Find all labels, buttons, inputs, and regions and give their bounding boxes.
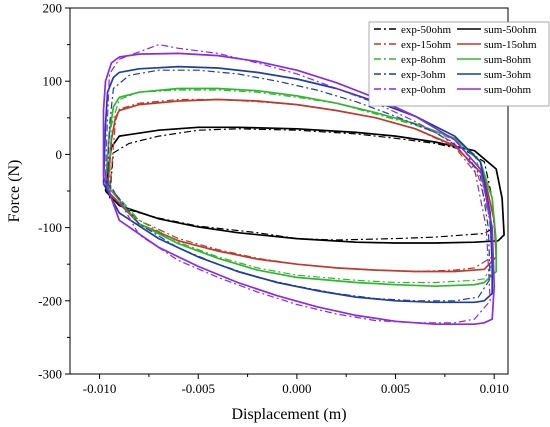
- legend-label: sum-8ohm: [484, 54, 532, 66]
- legend-box: [368, 21, 550, 107]
- series-exp-8ohm: [108, 89, 493, 284]
- legend-label: sum-0ohm: [484, 84, 532, 96]
- series-sum-50ohm: [104, 126, 505, 244]
- y-tick-label: 200: [43, 1, 63, 16]
- y-tick-label: -300: [38, 367, 62, 382]
- x-tick-label: 0.005: [381, 381, 410, 396]
- legend-label: exp-15ohm: [401, 39, 452, 51]
- legend: exp-50ohm sum-50ohm exp-15ohm sum-15ohm exp-…: [368, 21, 550, 107]
- y-axis-title: Force (N): [6, 160, 23, 223]
- x-tick-label: 0.000: [282, 381, 311, 396]
- legend-label: sum-50ohm: [484, 24, 537, 36]
- y-tick-label: -200: [38, 293, 62, 308]
- x-tick-label: 0.010: [480, 381, 509, 396]
- series-sum-3ohm: [102, 65, 494, 304]
- x-tick-label: -0.005: [181, 381, 215, 396]
- curve-layer: [102, 44, 505, 326]
- series-sum-8ohm: [104, 87, 498, 288]
- y-tick-label: -100: [38, 220, 62, 235]
- x-tick-label: -0.010: [83, 381, 117, 396]
- tick-layer: -0.010 -0.005 0.000 0.005 0.010 -300 -200 -100 0…: [38, 1, 509, 397]
- series-exp-50ohm: [108, 128, 495, 241]
- series-exp-0ohm: [104, 44, 491, 324]
- legend-label: exp-3ohm: [401, 69, 446, 81]
- legend-label: sum-3ohm: [484, 69, 532, 81]
- y-tick-label: 0: [56, 147, 63, 162]
- y-tick-label: 100: [43, 74, 63, 89]
- legend-label: sum-15ohm: [484, 39, 537, 51]
- x-axis-title: Displacement (m): [231, 406, 346, 423]
- series-sum-0ohm: [102, 52, 496, 326]
- legend-label: exp-0ohm: [401, 84, 446, 96]
- legend-label: exp-50ohm: [401, 24, 452, 36]
- legend-label: exp-8ohm: [401, 54, 446, 66]
